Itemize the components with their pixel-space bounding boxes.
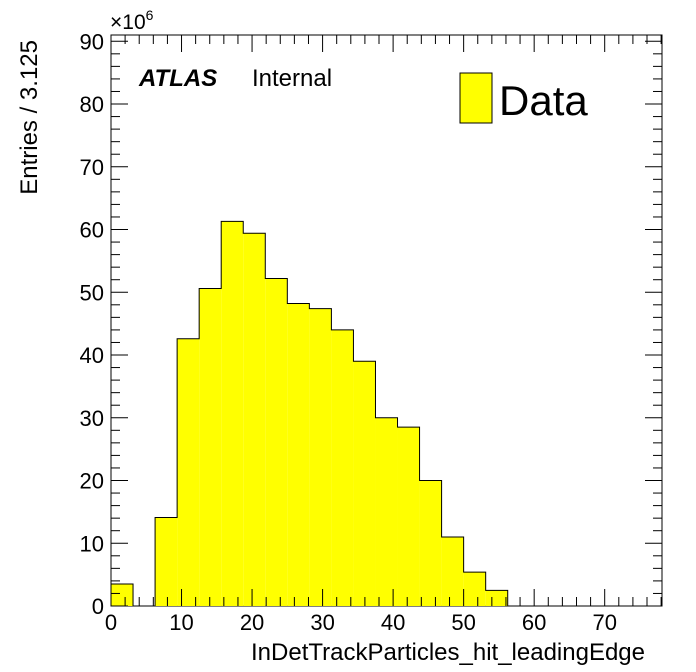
histogram-bar [353, 361, 376, 606]
histogram-bar [265, 278, 288, 606]
y-tick-label: 30 [80, 406, 104, 431]
histogram-bar [221, 221, 244, 606]
x-tick-label: 10 [169, 610, 193, 635]
x-axis-title: InDetTrackParticles_hit_leadingEdge [251, 639, 645, 666]
histogram-bar [243, 233, 266, 606]
y-tick-label: 80 [80, 92, 104, 117]
y-tick-label: 50 [80, 280, 104, 305]
x-tick-label: 50 [451, 610, 475, 635]
histogram-bar [287, 303, 310, 606]
y-tick-label: 40 [80, 343, 104, 368]
histogram-bar [331, 329, 354, 606]
x-tick-labels: 0 10 20 30 40 50 60 70 [105, 610, 617, 635]
atlas-label: ATLAS [138, 65, 217, 92]
y-tick-label: 0 [92, 594, 104, 619]
x-tick-label: 40 [381, 610, 405, 635]
histogram-bar [309, 308, 332, 606]
histogram-bar [155, 517, 178, 606]
x-tick-label: 0 [105, 610, 117, 635]
y-tick-label: 10 [80, 531, 104, 556]
histogram-bar [177, 338, 200, 606]
x-tick-label: 20 [240, 610, 264, 635]
histogram-bar [199, 288, 222, 606]
x-tick-label: 70 [592, 610, 616, 635]
y-tick-label: 60 [80, 218, 104, 243]
legend-label-data: Data [499, 77, 588, 124]
histogram-bar [111, 584, 134, 606]
x-tick-label: 30 [310, 610, 334, 635]
y-axis-title: Entries / 3.125 [16, 40, 43, 195]
bars-layer [110, 220, 662, 607]
y-tick-label: 70 [80, 155, 104, 180]
legend: Data [459, 72, 588, 124]
histogram-bar [441, 536, 464, 606]
x-tick-label: 60 [522, 610, 546, 635]
histogram-outline [110, 220, 662, 607]
histogram-bar [419, 480, 442, 606]
legend-swatch-data [459, 72, 493, 124]
y-multiplier: ×106 [110, 7, 154, 34]
ticks-layer [110, 35, 662, 607]
y-tick-labels: 0 10 20 30 40 50 60 70 80 90 [80, 29, 104, 619]
y-tick-label: 90 [80, 29, 104, 54]
histogram-bar [397, 427, 420, 606]
histogram-bar [463, 572, 486, 606]
histogram-bar [375, 417, 398, 606]
y-tick-label: 20 [80, 469, 104, 494]
histogram-bar [485, 590, 508, 606]
internal-label: Internal [252, 65, 332, 92]
y-multiplier-exponent: 6 [146, 7, 154, 23]
